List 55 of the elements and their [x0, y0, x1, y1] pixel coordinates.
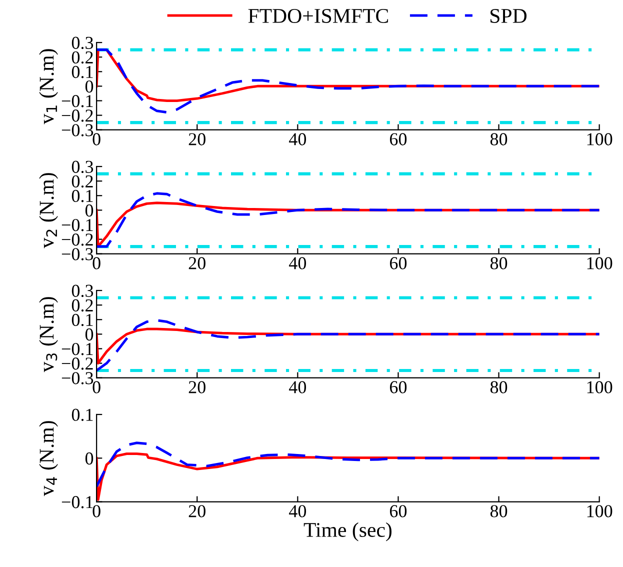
x-tick-label: 100: [587, 381, 612, 394]
y-tick-label: 0.1: [72, 190, 93, 202]
y-axis-title: v$_{4}$ (N.m): [39, 421, 58, 496]
y-tick-label: 0.2: [72, 299, 93, 312]
y-tick-label: −0.3: [62, 124, 94, 136]
legend-label: SPD: [490, 8, 527, 23]
x-tick-label: 60: [390, 133, 407, 146]
x-tick-label: 80: [490, 133, 508, 146]
y-tick-label: 0.1: [72, 314, 93, 326]
y-tick-label: 0.3: [72, 284, 94, 298]
y-tick-label: −0.2: [62, 358, 93, 370]
x-tick-label: 80: [490, 381, 508, 394]
x-tick-label: 20: [188, 257, 206, 270]
x-tick-label: 60: [390, 257, 407, 270]
y-tick-label: −0.3: [62, 248, 94, 260]
y-tick-label: −0.1: [62, 218, 93, 232]
y-tick-label: 0.2: [72, 51, 93, 64]
x-axis-title: Time (sec): [304, 522, 392, 542]
y-tick-label: 0.2: [72, 175, 93, 188]
x-tick-label: 80: [490, 257, 508, 270]
x-tick-label: 100: [587, 505, 612, 518]
y-tick-label: 0.1: [72, 66, 93, 78]
x-tick-label: 20: [188, 381, 206, 394]
x-tick-label: 40: [288, 257, 306, 270]
line-series: [96, 192, 600, 248]
y-tick-label: −0.1: [62, 342, 93, 356]
line-series: [96, 442, 600, 488]
y-axis-title: v$_{3}$ (N.m): [39, 297, 58, 372]
y-axis-title: v$_{1}$ (N.m): [39, 49, 58, 124]
x-tick-label: 40: [288, 133, 306, 146]
y-axis-title: v$_{2}$ (N.m): [39, 173, 58, 248]
x-tick-label: 60: [390, 505, 407, 518]
y-tick-label: −0.2: [62, 110, 93, 122]
y-tick-label: −0.1: [62, 94, 93, 108]
x-tick-label: 80: [490, 505, 508, 518]
x-tick-label: 100: [587, 257, 612, 270]
x-tick-label: 20: [188, 505, 206, 518]
x-tick-label: 40: [288, 381, 306, 394]
y-tick-label: −0.2: [62, 234, 93, 246]
line-series: [96, 48, 600, 114]
line-series: [96, 319, 600, 372]
x-tick-label: 100: [587, 133, 612, 146]
y-tick-label: 0: [85, 328, 94, 341]
y-tick-label: −0.1: [62, 496, 93, 508]
y-tick-label: 0.1: [72, 408, 93, 421]
y-tick-label: 0.3: [72, 160, 94, 174]
x-tick-label: 20: [188, 133, 206, 146]
legend-label: FTDO+ISMFTC: [248, 8, 388, 23]
y-tick-label: −0.3: [62, 372, 94, 384]
y-tick-label: 0: [85, 80, 94, 93]
x-tick-label: 40: [288, 505, 306, 518]
y-tick-label: 0: [85, 452, 94, 465]
y-tick-label: 0: [85, 204, 94, 217]
y-tick-label: 0.3: [72, 36, 94, 50]
x-tick-label: 60: [390, 381, 407, 394]
